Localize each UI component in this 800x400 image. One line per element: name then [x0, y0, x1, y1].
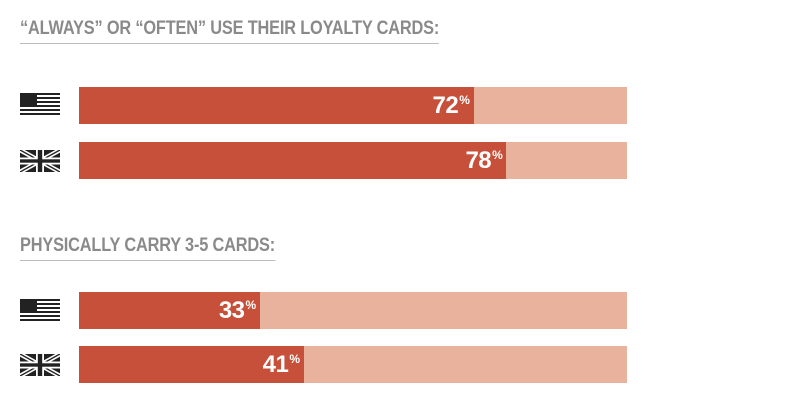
percent-sign: %	[245, 298, 257, 312]
bar-uk-loyalty-usage	[79, 142, 507, 179]
value-label-uk-loyalty-usage: 78%	[465, 142, 502, 179]
value-number: 72	[432, 92, 459, 119]
percent-sign: %	[289, 352, 301, 366]
value-label-us-loyalty-usage: 72%	[433, 87, 470, 124]
bar-us-carry-cards	[79, 292, 260, 329]
bar-us-loyalty-usage	[79, 87, 474, 124]
value-label-us-carry-cards: 33%	[219, 292, 256, 329]
chart-title-carry-cards: PHYSICALLY CARRY 3-5 CARDS:	[20, 235, 275, 261]
value-number: 33	[218, 297, 245, 324]
bar-track: 33%	[79, 292, 627, 329]
percent-sign: %	[492, 148, 503, 162]
bar-uk-carry-cards	[79, 346, 304, 383]
us-flag-icon	[20, 93, 60, 115]
value-number: 78	[465, 147, 492, 174]
uk-flag-icon	[20, 150, 60, 172]
bar-track: 72%	[79, 87, 627, 124]
uk-flag-icon	[20, 354, 60, 376]
value-number: 41	[262, 351, 289, 378]
percent-sign: %	[459, 93, 470, 107]
chart-title-loyalty-usage: “ALWAYS” OR “OFTEN” USE THEIR LOYALTY CA…	[20, 18, 439, 44]
value-label-uk-carry-cards: 41%	[263, 346, 300, 383]
bar-track: 41%	[79, 346, 627, 383]
us-flag-icon	[20, 299, 60, 321]
bar-track: 78%	[79, 142, 627, 179]
